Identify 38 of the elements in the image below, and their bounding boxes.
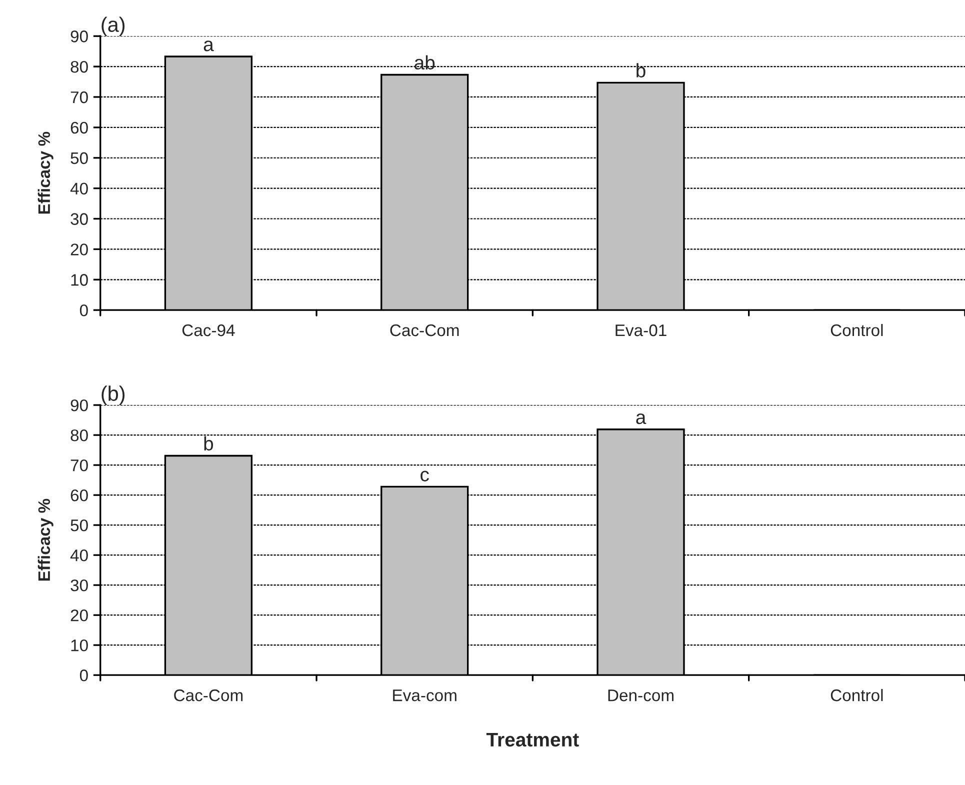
x-tick-label: Control	[830, 324, 883, 336]
annotation: b	[204, 436, 214, 451]
y-tick-label: 80	[70, 429, 88, 442]
y-tick-label: 0	[80, 304, 88, 316]
chart-title: (a)	[102, 16, 125, 36]
y-tick-label: 10	[71, 274, 88, 286]
x-tick-label: Den-com	[608, 690, 674, 702]
x-tick-label: Eva-com	[393, 690, 456, 702]
y-tick-label: 20	[70, 244, 88, 256]
annotation: a	[204, 40, 214, 52]
x-axis-title: Treatment	[486, 733, 579, 747]
y-tick-label: 70	[70, 91, 88, 104]
y-tick-label: 80	[70, 60, 88, 73]
x-tick-label: Cac-94	[182, 324, 235, 336]
annotation: c	[420, 470, 429, 482]
y-tick-label: 30	[70, 213, 88, 225]
y-tick-label: 60	[70, 489, 88, 502]
y-tick-label: 30	[70, 579, 88, 592]
y-axis-title: Efficacy %	[38, 498, 54, 581]
y-tick-label: 90	[70, 399, 88, 412]
x-tick-label: Cac-Com	[390, 324, 459, 336]
y-tick-label: 90	[70, 30, 88, 42]
y-tick-label: 20	[70, 609, 88, 622]
annotation: a	[636, 413, 646, 424]
y-axis-title: Efficacy %	[38, 132, 54, 214]
x-tick-label: Cac-Com	[174, 689, 243, 702]
y-tick-label: 10	[71, 639, 88, 652]
y-tick-label: 40	[70, 182, 88, 195]
y-tick-label: 70	[70, 459, 88, 472]
y-tick-label: 40	[70, 549, 88, 562]
chart-title: (b)	[102, 386, 125, 406]
y-tick-label: 0	[80, 670, 88, 682]
y-tick-label: 60	[70, 122, 88, 134]
annotation: b	[636, 63, 646, 78]
y-tick-label: 50	[70, 519, 88, 532]
x-tick-label: Control	[830, 688, 883, 702]
x-tick-label: Eva-01	[616, 324, 666, 336]
y-tick-label: 50	[70, 152, 88, 164]
